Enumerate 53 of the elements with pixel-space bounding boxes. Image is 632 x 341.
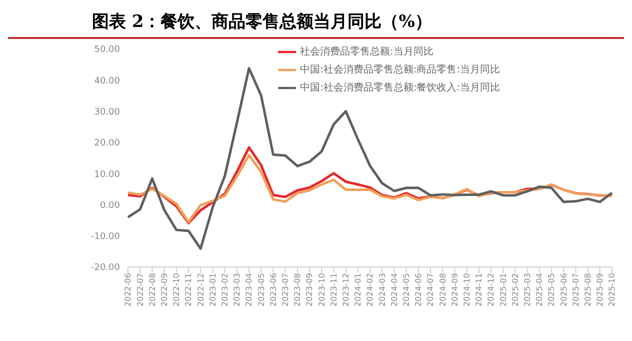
legend-label: 中国:社会消费品零售总额:餐饮收入:当月同比 [300,82,500,94]
y-tick-label: 30.00 [94,107,120,118]
x-tick-label: 2025-03 [522,273,532,306]
x-tick-label: 2025-02 [510,273,520,306]
x-tick-label: 2023-03 [232,273,242,306]
y-tick-label: 0.00 [100,200,120,211]
x-tick-label: 2023-08 [293,273,302,306]
x-tick-label: 2025-08 [583,273,592,306]
x-tick-label: 2022-09 [160,273,169,306]
x-tick-label: 2025-01 [498,273,508,306]
x-tick-label: 2023-05 [256,273,266,306]
x-tick-label: 2024-08 [438,273,448,306]
x-tick-label: 2022-07 [136,273,145,306]
x-tick-label: 2023-02 [220,273,230,306]
x-tick-label: 2023-04 [244,273,254,306]
chart-title: 图表 2：餐饮、商品零售总额当月同比（%） [8,8,624,39]
y-tick-label: -20.00 [90,263,120,274]
x-tick-label: 2024-06 [414,273,424,306]
x-tick-label: 2024-01 [354,273,363,306]
x-tick-label: 2025-04 [535,273,544,306]
x-tick-label: 2024-05 [402,273,411,306]
legend-label: 中国:社会消费品零售总额:商品零售:当月同比 [300,64,500,76]
x-tick-label: 2024-07 [426,273,436,306]
x-tick-label: 2024-09 [450,273,460,306]
x-tick-label: 2024-03 [378,273,387,306]
x-tick-label: 2022-08 [148,273,157,306]
y-tick-label: 40.00 [94,76,120,86]
legend-label: 社会消费品零售总额:当月同比 [300,46,434,58]
x-tick-label: 2025-06 [559,273,568,306]
x-tick-label: 2023-07 [280,273,290,306]
x-tick-label: 2022-10 [172,273,182,306]
x-tick-label: 2025-09 [596,273,605,306]
x-tick-label: 2022-12 [196,273,206,306]
x-tick-label: 2022-11 [184,273,194,306]
y-tick-label: 50.00 [94,45,120,56]
x-tick-label: 2023-06 [268,273,278,306]
x-tick-label: 2023-01 [208,273,218,306]
x-tick-label: 2023-09 [305,273,314,306]
x-tick-label: 2024-04 [390,273,399,306]
y-tick-label: 10.00 [94,170,120,180]
x-tick-label: 2022-06 [124,273,133,306]
x-tick-label: 2023-10 [317,273,326,306]
x-tick-label: 2024-02 [366,273,375,306]
x-tick-label: 2024-11 [474,273,484,306]
y-tick-label: -10.00 [90,232,120,242]
x-tick-label: 2023-11 [329,273,338,306]
x-tick-label: 2024-12 [486,273,496,306]
y-tick-label: 20.00 [94,138,120,149]
x-tick-label: 2023-12 [341,273,350,306]
x-tick-label: 2025-07 [571,273,580,306]
x-tick-label: 2025-10 [608,273,617,306]
x-tick-label: 2024-10 [462,273,472,306]
x-tick-label: 2025-05 [547,273,556,306]
